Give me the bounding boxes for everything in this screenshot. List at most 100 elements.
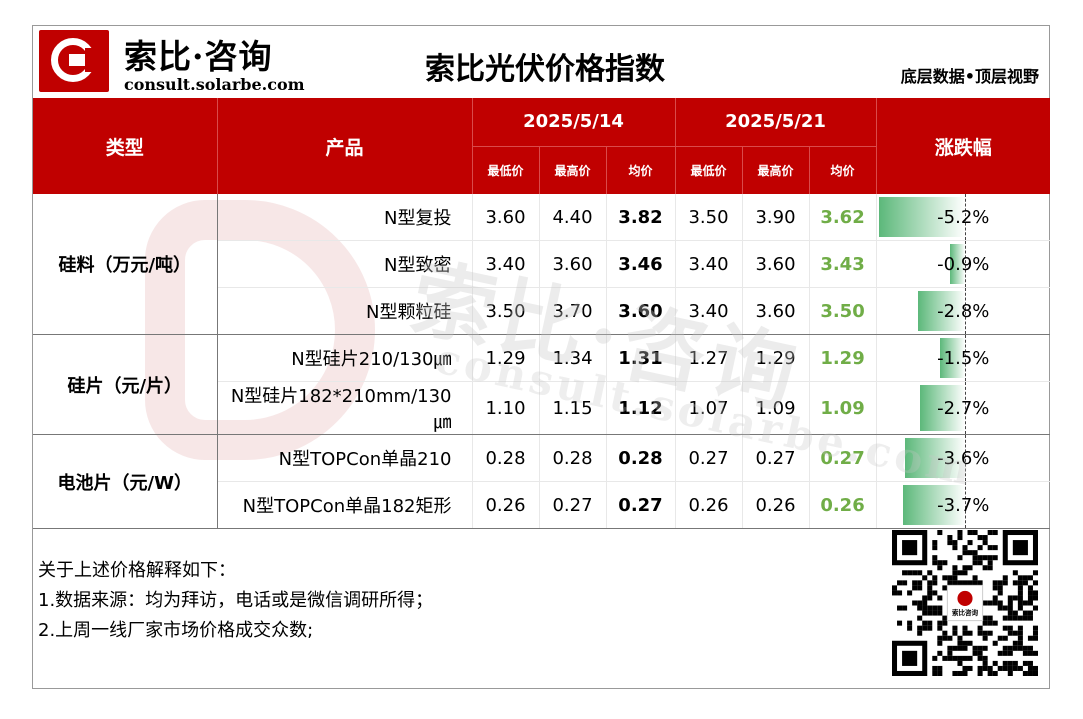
product-cell: N型复投 — [217, 194, 473, 241]
change-axis — [964, 335, 966, 381]
header-type: 类型 — [33, 98, 218, 194]
high-price-2: 3.60 — [742, 240, 810, 288]
header-product: 产品 — [217, 98, 473, 194]
high-price-1: 4.40 — [539, 194, 607, 241]
high-price-1: 0.28 — [539, 434, 607, 482]
change-bar — [878, 197, 965, 237]
low-price-1: 1.29 — [472, 334, 540, 382]
avg-price-2: 0.27 — [809, 434, 877, 482]
avg-price-1: 1.12 — [606, 381, 676, 435]
change-bar — [949, 244, 965, 284]
notes-item: 1.数据来源：均为拜访，电话或是微信调研所得； — [38, 590, 434, 611]
low-price-2: 3.50 — [675, 194, 743, 241]
low-price-2: 1.27 — [675, 334, 743, 382]
low-price-1: 1.10 — [472, 381, 540, 435]
high-price-1: 3.60 — [539, 240, 607, 288]
price-table: 类型 产品 2025/5/14 2025/5/21 涨跌幅 最低价 最高价 均价… — [33, 98, 1051, 529]
notes: 关于上述价格解释如下： 1.数据来源：均为拜访，电话或是微信调研所得； 2.上周… — [38, 556, 433, 646]
qr-label: 索比咨询 — [952, 608, 979, 617]
avg-price-1: 1.31 — [606, 334, 676, 382]
change-value: -3.6% — [937, 447, 990, 469]
change-axis — [964, 482, 966, 528]
avg-price-1: 0.28 — [606, 434, 676, 482]
brand-name: 索比·咨询 — [124, 37, 273, 76]
table-row: N型致密 3.40 3.60 3.46 3.40 3.60 3.43 -0.9% — [33, 240, 1051, 288]
high-price-1: 1.34 — [539, 334, 607, 382]
low-price-1: 3.50 — [472, 287, 540, 335]
product-cell: N型TOPCon单晶210 — [217, 434, 473, 482]
table-row: 硅片（元/片） N型硅片210/130㎛ 1.29 1.34 1.31 1.27 1.29 1… — [33, 334, 1051, 435]
header-avg-1: 均价 — [606, 146, 676, 194]
header-high-1: 最高价 — [539, 146, 607, 194]
notes-item: 2.上周一线厂家市场价格成交众数; — [38, 620, 314, 641]
qr-code-icon: 索比咨询 — [892, 530, 1038, 676]
low-price-1: 0.28 — [472, 434, 540, 482]
table-row: N型颗粒硅 3.50 3.70 3.60 3.40 3.60 3.50 -2.8% — [33, 287, 1051, 335]
change-value: -5.2% — [937, 206, 990, 228]
avg-price-2: 1.09 — [809, 381, 877, 435]
brand-slogan: 底层数据•顶层视野 — [900, 67, 1039, 86]
avg-price-1: 3.46 — [606, 240, 676, 288]
notes-heading: 关于上述价格解释如下： — [38, 560, 236, 581]
category-cell: 电池片（元/W） — [33, 434, 218, 529]
avg-price-2: 0.26 — [809, 481, 877, 529]
high-price-2: 3.60 — [742, 287, 810, 335]
change-axis — [964, 241, 966, 287]
change-bar — [919, 385, 965, 431]
low-price-2: 0.26 — [675, 481, 743, 529]
avg-price-1: 3.82 — [606, 194, 676, 241]
avg-price-2: 3.62 — [809, 194, 877, 241]
price-table-body: 硅料（万元/吨） N型复投 3.60 4.40 3.82 3.50 3.90 3.62 -5.2… — [33, 194, 1051, 529]
change-value: -3.7% — [937, 494, 990, 516]
header-date-2: 2025/5/21 — [675, 98, 877, 147]
change-value: -2.8% — [937, 300, 990, 322]
avg-price-1: 0.27 — [606, 481, 676, 529]
high-price-2: 1.09 — [742, 381, 810, 435]
change-value: -2.7% — [937, 397, 990, 419]
change-bar — [904, 438, 965, 478]
change-bar — [903, 485, 965, 525]
product-cell: N型硅片210/130㎛ — [217, 334, 473, 382]
avg-price-2: 3.43 — [809, 240, 877, 288]
avg-price-1: 3.60 — [606, 287, 676, 335]
change-cell: -3.7% — [876, 481, 1051, 529]
table-row: N型TOPCon单晶182矩形 0.26 0.27 0.27 0.26 0.26 0.26-… — [33, 481, 1051, 529]
change-value: -0.9% — [937, 253, 990, 275]
low-price-2: 1.07 — [675, 381, 743, 435]
high-price-1: 1.15 — [539, 381, 607, 435]
product-cell: N型致密 — [217, 240, 473, 288]
low-price-2: 3.40 — [675, 240, 743, 288]
low-price-2: 3.40 — [675, 287, 743, 335]
header-low-2: 最低价 — [675, 146, 743, 194]
category-cell: 硅片（元/片） — [33, 334, 218, 435]
high-price-2: 1.29 — [742, 334, 810, 382]
change-cell: -0.9% — [876, 240, 1051, 288]
high-price-2: 3.90 — [742, 194, 810, 241]
table-row: 硅料（万元/吨） N型复投 3.60 4.40 3.82 3.50 3.90 3.62 -5.2… — [33, 194, 1051, 335]
brand-logo-icon — [39, 30, 109, 92]
change-value: -1.5% — [937, 347, 990, 369]
high-price-2: 0.27 — [742, 434, 810, 482]
brand-url: consult.solarbe.com — [124, 75, 305, 94]
high-price-1: 0.27 — [539, 481, 607, 529]
product-cell: N型颗粒硅 — [217, 287, 473, 335]
change-axis — [964, 194, 966, 240]
change-cell: -1.5% — [876, 334, 1051, 382]
low-price-1: 3.40 — [472, 240, 540, 288]
product-cell: N型硅片182*210mm/130㎛ — [217, 381, 473, 435]
header-change: 涨跌幅 — [876, 98, 1051, 194]
avg-price-2: 3.50 — [809, 287, 877, 335]
table-row: N型硅片182*210mm/130㎛ 1.10 1.15 1.12 1.07 1.09 1.… — [33, 381, 1051, 435]
page-title: 索比光伏价格指数 — [425, 52, 665, 87]
change-cell: -2.7% — [876, 381, 1051, 435]
change-cell: -2.8% — [876, 287, 1051, 335]
table-row: 电池片（元/W） N型TOPCon单晶210 0.28 0.28 0.28 0.27 0.2… — [33, 434, 1051, 529]
header-low-1: 最低价 — [472, 146, 540, 194]
low-price-1: 0.26 — [472, 481, 540, 529]
avg-price-2: 1.29 — [809, 334, 877, 382]
change-bar — [918, 291, 965, 331]
product-cell: N型TOPCon单晶182矩形 — [217, 481, 473, 529]
high-price-2: 0.26 — [742, 481, 810, 529]
change-axis — [964, 435, 966, 481]
change-bar — [939, 338, 965, 378]
